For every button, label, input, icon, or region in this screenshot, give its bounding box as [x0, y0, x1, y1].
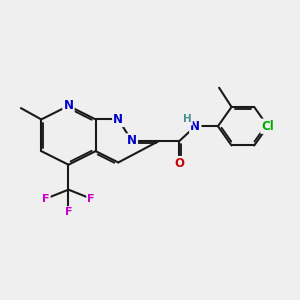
Text: F: F	[65, 207, 72, 217]
Text: H: H	[183, 114, 192, 124]
Text: Cl: Cl	[261, 120, 274, 133]
Text: N: N	[190, 120, 200, 133]
Text: F: F	[42, 194, 50, 204]
Text: N: N	[113, 113, 123, 126]
Text: N: N	[64, 99, 74, 112]
Text: N: N	[127, 134, 137, 147]
Text: O: O	[174, 157, 184, 170]
Text: F: F	[87, 194, 95, 204]
